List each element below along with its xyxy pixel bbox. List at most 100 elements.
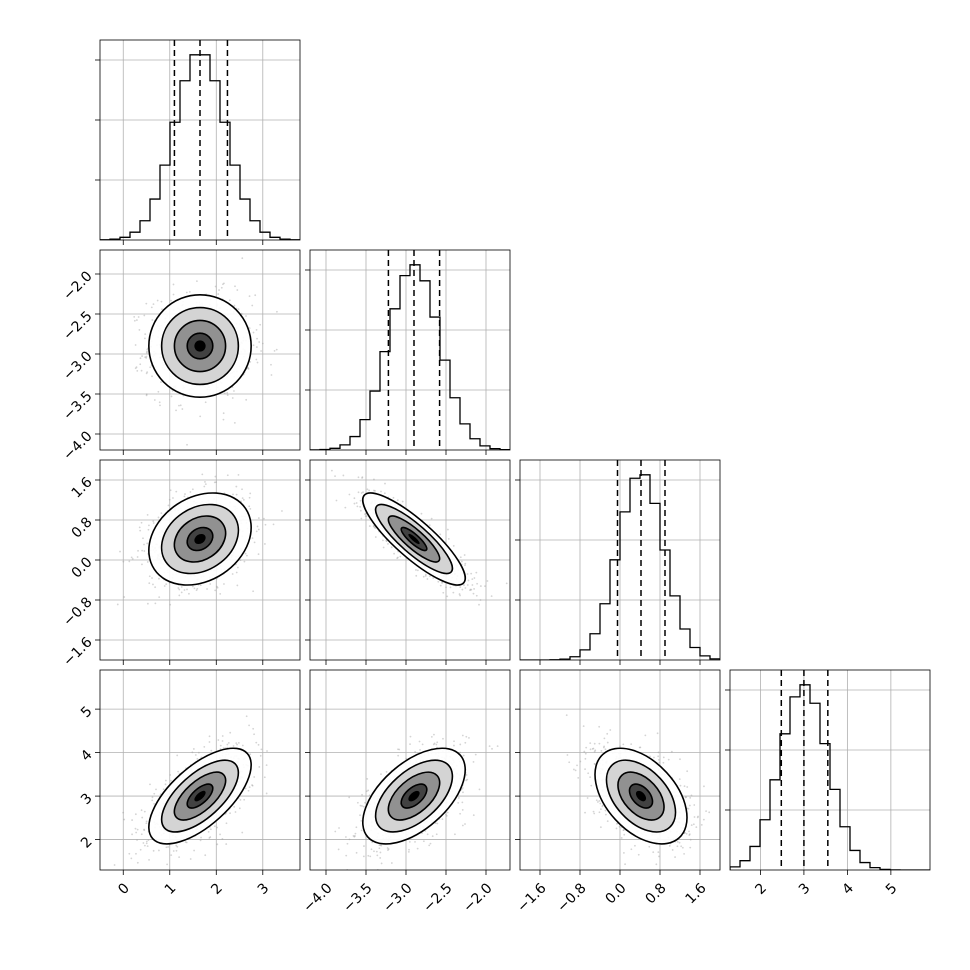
scatter-point xyxy=(396,499,399,502)
scatter-panel-1-3: −4.0 −3.5 −3.0 −2.5 −2.0 xyxy=(300,669,511,916)
scatter-point xyxy=(465,735,468,738)
scatter-point xyxy=(248,786,251,789)
scatter-point xyxy=(464,564,466,567)
scatter-point xyxy=(688,830,690,833)
scatter-point xyxy=(206,588,208,590)
x-tick-label-1-3: −2.5 xyxy=(420,880,455,915)
scatter-point xyxy=(152,583,154,586)
scatter-point xyxy=(151,577,153,579)
scatter-point xyxy=(226,394,229,397)
scatter-point xyxy=(445,814,448,817)
scatter-point xyxy=(401,500,404,503)
scatter-point xyxy=(475,594,478,597)
scatter-point xyxy=(134,827,137,830)
scatter-point xyxy=(222,418,225,421)
scatter-point xyxy=(245,715,248,718)
scatter-point xyxy=(670,750,673,753)
scatter-point xyxy=(251,784,253,786)
scatter-point xyxy=(408,848,410,851)
scatter-point xyxy=(676,840,679,843)
scatter-point xyxy=(505,582,508,585)
scatter-point xyxy=(382,539,384,542)
scatter-panel-1-2 xyxy=(305,459,511,665)
scatter-point xyxy=(258,766,261,768)
scatter-point xyxy=(233,805,236,808)
scatter-point xyxy=(238,807,241,810)
scatter-point xyxy=(436,822,439,825)
scatter-point xyxy=(436,741,439,744)
y-tick-label-2-1: −0.8 xyxy=(60,594,95,629)
scatter-point xyxy=(364,801,366,804)
hist-panel-2 xyxy=(515,459,721,665)
scatter-point xyxy=(116,603,119,606)
scatter-point xyxy=(236,584,239,587)
scatter-point xyxy=(204,483,207,486)
scatter-point xyxy=(346,842,349,845)
scatter-point xyxy=(223,282,225,285)
scatter-point xyxy=(257,517,260,519)
scatter-point xyxy=(623,833,626,836)
scatter-point xyxy=(178,594,181,597)
scatter-point xyxy=(452,544,455,547)
scatter-point xyxy=(140,521,143,524)
scatter-point xyxy=(459,586,462,588)
scatter-point xyxy=(177,587,180,589)
hist-panel-0 xyxy=(95,39,301,245)
scatter-point xyxy=(265,792,268,795)
y-tick-label-2-0: −1.6 xyxy=(60,634,95,669)
scatter-point xyxy=(122,560,125,563)
scatter-point xyxy=(658,761,661,764)
scatter-point xyxy=(353,502,356,505)
scatter-point xyxy=(459,751,462,754)
scatter-point xyxy=(247,368,250,370)
scatter-point xyxy=(251,304,254,307)
scatter-point xyxy=(178,856,181,859)
scatter-point xyxy=(266,750,268,752)
scatter-point xyxy=(348,838,351,841)
scatter-point xyxy=(167,846,170,848)
scatter-point xyxy=(150,306,153,309)
scatter-point xyxy=(491,747,493,750)
scatter-point xyxy=(464,823,466,825)
scatter-point xyxy=(160,512,163,515)
scatter-point xyxy=(198,751,200,754)
scatter-point xyxy=(165,846,168,849)
scatter-point xyxy=(188,291,191,293)
scatter-point xyxy=(164,779,167,782)
scatter-point xyxy=(462,791,464,794)
scatter-point xyxy=(155,788,157,791)
scatter-point xyxy=(357,491,360,494)
scatter-point xyxy=(604,748,607,751)
scatter-point xyxy=(692,823,695,826)
scatter-point xyxy=(657,758,660,761)
scatter-point xyxy=(139,357,142,360)
scatter-point xyxy=(186,443,188,446)
scatter-point xyxy=(421,743,424,746)
scatter-point xyxy=(321,872,323,874)
scatter-point xyxy=(185,841,188,844)
scatter-point xyxy=(252,331,255,334)
scatter-point xyxy=(454,833,456,836)
scatter-point xyxy=(245,315,247,317)
scatter-point xyxy=(261,342,264,345)
scatter-point xyxy=(251,537,254,540)
scatter-point xyxy=(186,588,188,591)
scatter-point xyxy=(213,825,216,828)
scatter-point xyxy=(447,537,450,540)
scatter-point xyxy=(426,578,429,580)
scatter-point xyxy=(473,577,476,579)
scatter-point xyxy=(397,556,399,559)
scatter-point xyxy=(140,833,143,836)
scatter-point xyxy=(656,732,659,735)
scatter-point xyxy=(446,811,449,814)
scatter-point xyxy=(356,505,359,508)
y-tick-label-1-4: −2.0 xyxy=(60,268,95,303)
scatter-point xyxy=(457,801,460,804)
scatter-point xyxy=(281,510,283,512)
scatter-point xyxy=(144,333,147,336)
x-tick-label-1-1: −3.5 xyxy=(340,880,375,915)
scatter-point xyxy=(137,316,140,318)
scatter-point xyxy=(204,854,207,857)
scatter-point xyxy=(416,847,419,850)
scatter-point xyxy=(146,513,149,516)
